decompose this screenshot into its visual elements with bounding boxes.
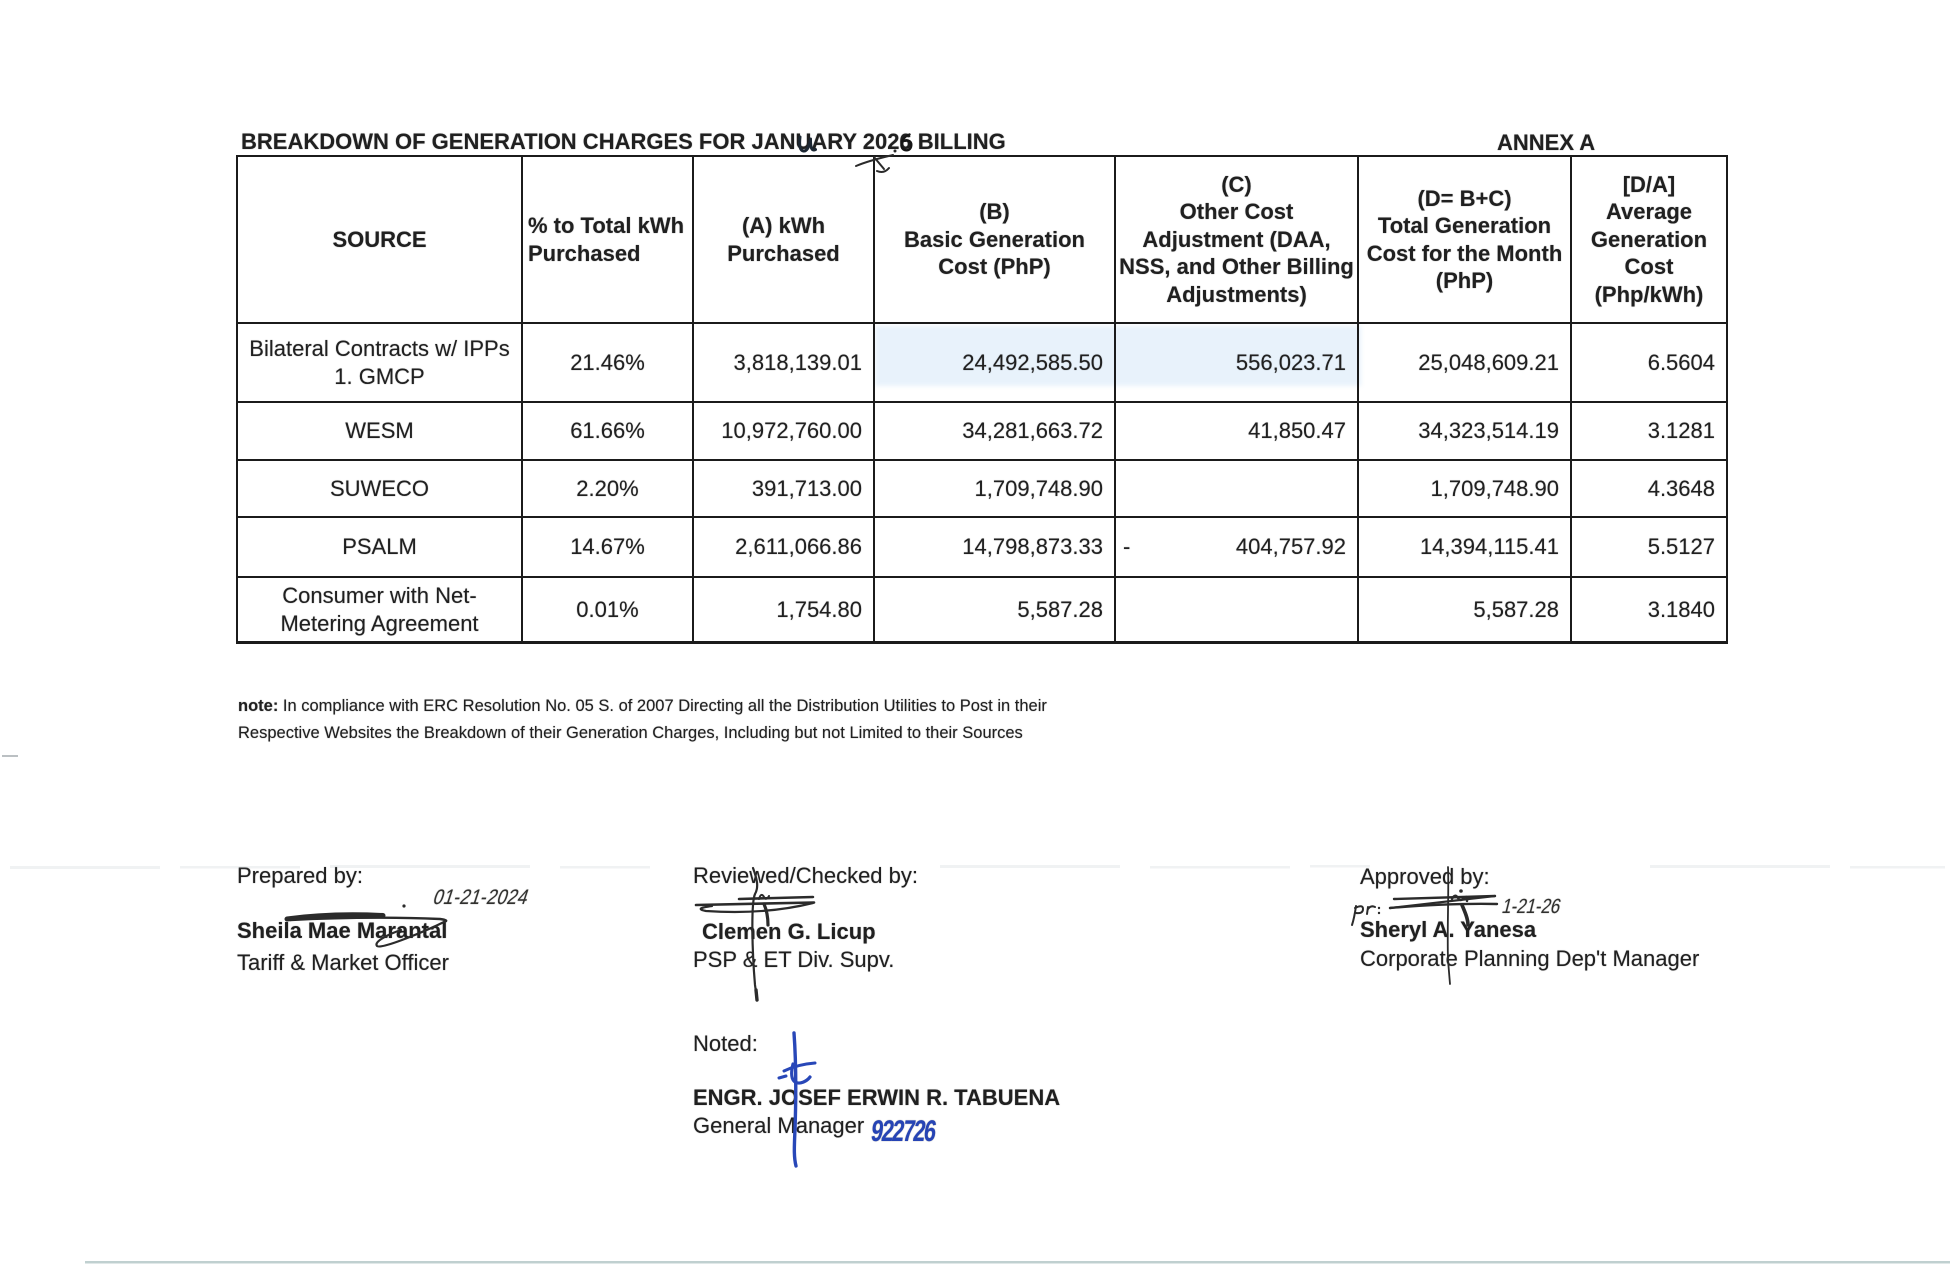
svg-text:1-21-26: 1-21-26 xyxy=(1500,896,1564,919)
svg-text:922726: 922726 xyxy=(869,1114,938,1148)
svg-text:01-21-2024: 01-21-2024 xyxy=(430,886,532,909)
